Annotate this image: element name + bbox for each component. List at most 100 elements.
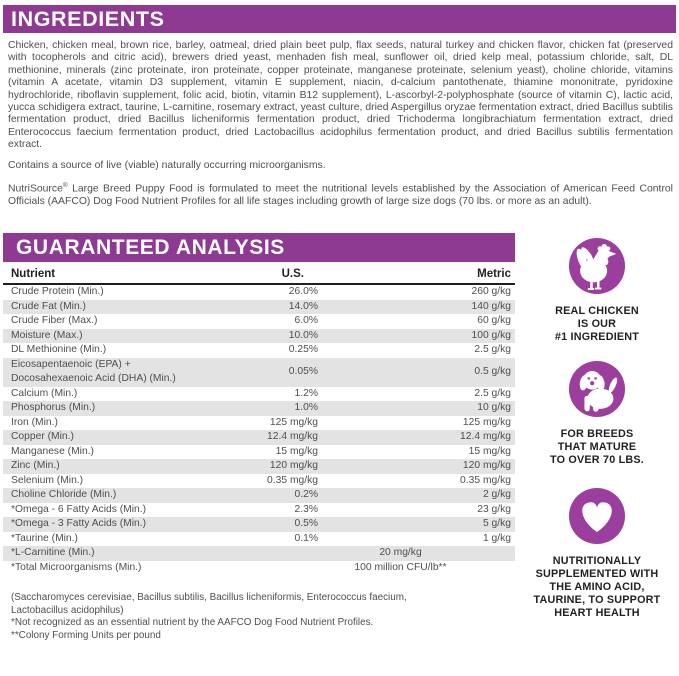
nutrient-value-metric: 260 g/kg [471,286,511,298]
nutrient-value-metric: 0.5 g/kg [474,366,511,378]
registered-mark: ® [62,182,68,190]
table-row: Copper (Min.) 12.4 mg/kg 12.4 mg/kg [3,430,515,445]
nutrient-name: *Omega - 6 Fatty Acids (Min.) [11,503,147,515]
nutrient-value-metric: 12.4 mg/kg [460,431,511,443]
nutrient-name: Phosphorus (Min.) [11,402,96,414]
chicken-icon [568,238,626,295]
table-header-row: Nutrient U.S. Metric [3,268,515,286]
table-row: DL Methionine (Min.) 0.25% 2.5 g/kg [3,343,515,358]
nutrient-name: Selenium (Min.) [11,474,84,486]
nutrient-value-us: 120 mg/kg [269,460,318,472]
nutrient-value-metric: 2.5 g/kg [474,344,511,356]
nutrient-value-us: 10.0% [288,329,318,341]
badge-caption: REAL CHICKEN IS OUR #1 INGREDIENT [554,305,640,344]
nutrient-value-us: 0.5% [294,518,318,530]
nutrient-value-metric: 100 g/kg [471,329,511,341]
table-row: Crude Protein (Min.) 26.0% 260 g/kg [3,284,515,300]
table-row: *Omega - 6 Fatty Acids (Min.) 2.3% 23 g/kg [3,503,515,518]
brand-name: NutriSource [8,183,63,195]
badge-large-breed: FOR BREEDS THAT MATURE TO OVER 70 LBS. [550,360,644,467]
nutrient-name: Iron (Min.) [11,416,58,428]
nutrient-value-metric: 2 g/kg [482,489,511,501]
table-row: *Taurine (Min.) 0.1% 1 g/kg [3,532,515,547]
nutrient-value-us: 0.25% [288,344,318,356]
table-row: Selenium (Min.) 0.35 mg/kg 0.35 mg/kg [3,474,515,489]
table-row: Zinc (Min.) 120 mg/kg 120 mg/kg [3,459,515,474]
benefit-badges: REAL CHICKEN IS OUR #1 INGREDIENT [515,233,679,642]
puppy-icon [568,361,626,418]
analysis-footnotes: (Saccharomyces cerevisiae, Bacillus subt… [3,592,515,642]
nutrient-name: Crude Fat (Min.) [11,300,86,312]
table-row: *L-Carnitine (Min.) 20 mg/kg [3,546,515,561]
nutrient-name: Copper (Min.) [11,431,74,443]
column-header-metric: Metric [318,268,515,286]
nutrient-value-us: 15 mg/kg [275,445,318,457]
analysis-column: GUARANTEED ANALYSIS Nutrient U.S. Metric… [3,233,515,642]
footnote: *Not recognized as an essential nutrient… [11,617,374,629]
nutrient-value-combined: 100 million CFU/lb** [354,561,447,573]
ingredients-paragraph: Chicken, chicken meal, brown rice, barle… [8,40,673,151]
heart-icon [568,488,626,545]
nutrient-value-metric: 0.35 mg/kg [460,474,511,486]
table-row: Crude Fat (Min.) 14.0% 140 g/kg [3,299,515,315]
nutrient-name: *Omega - 3 Fatty Acids (Min.) [11,518,147,530]
nutrient-value-us: 1.0% [294,402,318,414]
nutrient-value-us: 26.0% [288,286,318,298]
table-row: Eicosapentaenoic (EPA) + Docosahexaenoic … [3,357,515,387]
badge-caption: NUTRITIONALLY SUPPLEMENTED WITH THE AMINO … [533,555,661,620]
guaranteed-analysis-table: Nutrient U.S. Metric Crude Protein (Min.… [3,268,515,575]
table-row: *Total Microorganisms (Min.) 100 million … [3,561,515,576]
nutrient-value-us: 0.05% [288,366,318,378]
badge-heart-health: NUTRITIONALLY SUPPLEMENTED WITH THE AMINO … [534,487,661,620]
formulation-text: Large Breed Puppy Food is formulated to … [8,183,673,207]
table-row: Iron (Min.) 125 mg/kg 125 mg/kg [3,416,515,431]
nutrient-name: Zinc (Min.) [11,460,60,472]
nutrient-value-metric: 23 g/kg [477,503,511,515]
nutrient-name: Manganese (Min.) [11,445,94,457]
table-row: Moisture (Max.) 10.0% 100 g/kg [3,328,515,344]
nutrient-value-us: 125 mg/kg [269,416,318,428]
table-row: *Omega - 3 Fatty Acids (Min.) 0.5% 5 g/kg [3,517,515,532]
nutrient-name: Crude Protein (Min.) [11,286,104,298]
table-row: Choline Chloride (Min.) 0.2% 2 g/kg [3,488,515,503]
nutrient-value-us: 12.4 mg/kg [267,431,318,443]
nutrient-value-metric: 2.5 g/kg [474,387,511,399]
nutrient-name: Eicosapentaenoic (EPA) + Docosahexaenoic … [11,358,176,385]
nutrient-value-us: 6.0% [294,315,318,327]
nutrient-value-us: 2.3% [294,503,318,515]
nutrient-value-us: 14.0% [288,300,318,312]
ingredients-section-header: INGREDIENTS [3,5,676,33]
nutrient-name: Choline Chloride (Min.) [11,489,117,501]
nutrient-name: *Taurine (Min.) [11,532,78,544]
nutrient-value-metric: 120 mg/kg [462,460,511,472]
nutrient-name: Crude Fiber (Max.) [11,315,98,327]
badge-real-chicken: REAL CHICKEN IS OUR #1 INGREDIENT [555,237,639,344]
formulation-statement: NutriSource® Large Breed Puppy Food is f… [8,180,673,208]
nutrient-value-us: 0.1% [294,532,318,544]
nutrient-value-us: 1.2% [294,387,318,399]
nutrient-name: *Total Microorganisms (Min.) [11,561,142,573]
column-header-us: U.S. [206,268,318,286]
table-row: Phosphorus (Min.) 1.0% 10 g/kg [3,401,515,416]
footnote: (Saccharomyces cerevisiae, Bacillus subt… [11,592,407,616]
guaranteed-analysis-header: GUARANTEED ANALYSIS [3,233,515,263]
nutrient-value-combined: 20 mg/kg [379,547,422,559]
nutrient-value-metric: 10 g/kg [477,402,511,414]
table-row: Manganese (Min.) 15 mg/kg 15 mg/kg [3,445,515,460]
footnote: **Colony Forming Units per pound [11,629,161,641]
nutrient-value-us: 0.2% [294,489,318,501]
nutrient-name: *L-Carnitine (Min.) [11,547,95,559]
nutrient-value-metric: 15 mg/kg [468,445,511,457]
microorganisms-note: Contains a source of live (viable) natur… [8,159,326,171]
nutrient-name: Calcium (Min.) [11,387,78,399]
nutrient-value-metric: 60 g/kg [477,315,511,327]
nutrient-value-metric: 125 mg/kg [462,416,511,428]
nutrient-value-metric: 5 g/kg [482,518,511,530]
nutrient-value-us: 0.35 mg/kg [267,474,318,486]
nutrient-value-metric: 1 g/kg [482,532,511,544]
analysis-section: GUARANTEED ANALYSIS Nutrient U.S. Metric… [3,233,679,642]
column-header-nutrient: Nutrient [3,268,206,286]
nutrient-name: DL Methionine (Min.) [11,344,107,356]
table-row: Calcium (Min.) 1.2% 2.5 g/kg [3,387,515,402]
